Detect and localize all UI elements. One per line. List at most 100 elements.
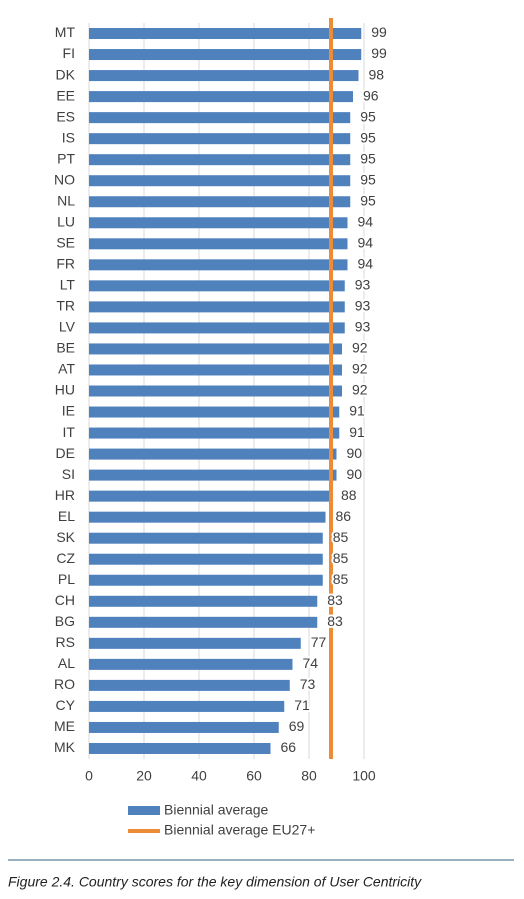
data-label: 95 <box>360 108 376 124</box>
bar <box>89 721 279 733</box>
y-tick-label: IS <box>62 129 75 145</box>
bar <box>89 469 337 481</box>
bar <box>89 700 285 712</box>
data-label: 91 <box>349 424 365 440</box>
y-tick-label: NL <box>57 192 75 208</box>
bar <box>89 658 293 670</box>
data-label: 66 <box>281 739 297 755</box>
bar <box>89 49 362 61</box>
data-label: 83 <box>327 613 343 629</box>
data-label: 99 <box>371 24 387 40</box>
y-tick-label: BG <box>55 613 75 629</box>
bar <box>89 448 337 460</box>
data-label: 92 <box>352 382 368 398</box>
y-tick-label: FR <box>56 256 75 272</box>
x-tick-label: 40 <box>191 768 207 784</box>
bar <box>89 490 331 502</box>
bar <box>89 679 290 691</box>
y-tick-label: CY <box>56 697 76 713</box>
x-tick-label: 20 <box>136 768 152 784</box>
data-label: 69 <box>289 718 305 734</box>
y-tick-label: RO <box>54 676 75 692</box>
data-label: 95 <box>360 129 376 145</box>
data-label: 93 <box>355 277 371 293</box>
bar <box>89 28 362 40</box>
data-label: 99 <box>371 45 387 61</box>
data-label: 74 <box>303 655 319 671</box>
bar <box>89 364 342 376</box>
bar <box>89 175 351 187</box>
y-tick-label: AT <box>58 361 75 377</box>
data-label: 98 <box>369 66 385 82</box>
bar <box>89 385 342 397</box>
y-tick-label: LU <box>57 213 75 229</box>
y-tick-label: PT <box>57 150 75 166</box>
y-tick-label: DE <box>56 445 75 461</box>
data-label: 92 <box>352 340 368 356</box>
bar <box>89 511 326 523</box>
data-label: 85 <box>333 529 349 545</box>
bar <box>89 595 318 607</box>
bar <box>89 406 340 418</box>
bar <box>89 301 345 313</box>
y-tick-label: BE <box>56 340 75 356</box>
bar <box>89 154 351 166</box>
y-tick-label: EE <box>56 87 75 103</box>
bar <box>89 70 359 82</box>
y-tick-label: HU <box>55 382 75 398</box>
y-tick-label: LV <box>59 319 76 335</box>
bar <box>89 553 323 565</box>
x-tick-label: 60 <box>246 768 262 784</box>
y-tick-label: CH <box>55 592 75 608</box>
data-label: 95 <box>360 192 376 208</box>
legend-label: Biennial average EU27+ <box>164 822 315 838</box>
y-tick-label: PL <box>58 571 75 587</box>
x-tick-label: 80 <box>301 768 317 784</box>
y-tick-label: RS <box>56 634 75 650</box>
data-label: 71 <box>294 697 310 713</box>
y-tick-label: IT <box>63 424 76 440</box>
data-label: 92 <box>352 361 368 377</box>
bar <box>89 322 345 334</box>
data-label: 94 <box>358 256 374 272</box>
bar <box>89 427 340 439</box>
data-label: 77 <box>311 634 327 650</box>
bar <box>89 742 271 754</box>
y-tick-label: HR <box>55 487 75 503</box>
y-tick-label: CZ <box>56 550 75 566</box>
data-label: 88 <box>341 487 357 503</box>
y-tick-label: ME <box>54 718 75 734</box>
data-label: 95 <box>360 150 376 166</box>
data-label: 85 <box>333 571 349 587</box>
bar <box>89 238 348 250</box>
bar <box>89 196 351 208</box>
data-label: 94 <box>358 235 374 251</box>
x-tick-label: 100 <box>352 768 376 784</box>
data-label: 86 <box>336 508 352 524</box>
data-label: 85 <box>333 550 349 566</box>
y-tick-label: SI <box>62 466 75 482</box>
data-label: 83 <box>327 592 343 608</box>
y-tick-label: TR <box>56 298 75 314</box>
bar <box>89 259 348 271</box>
y-tick-label: SK <box>56 529 75 545</box>
y-tick-label: ES <box>56 108 75 124</box>
caption: Figure 2.4. Country scores for the key d… <box>8 874 422 890</box>
y-tick-label: IE <box>62 403 75 419</box>
data-label: 95 <box>360 171 376 187</box>
bar <box>89 280 345 292</box>
y-tick-label: SE <box>56 235 75 251</box>
y-tick-label: DK <box>56 66 76 82</box>
y-tick-label: AL <box>58 655 75 671</box>
data-label: 93 <box>355 298 371 314</box>
x-tick-label: 0 <box>85 768 93 784</box>
y-tick-label: LT <box>60 277 76 293</box>
data-label: 91 <box>349 403 365 419</box>
y-tick-label: MT <box>55 24 76 40</box>
data-label: 94 <box>358 213 374 229</box>
bar <box>89 637 301 649</box>
bar <box>89 343 342 355</box>
bar <box>89 217 348 229</box>
legend-label: Biennial average <box>164 802 269 818</box>
